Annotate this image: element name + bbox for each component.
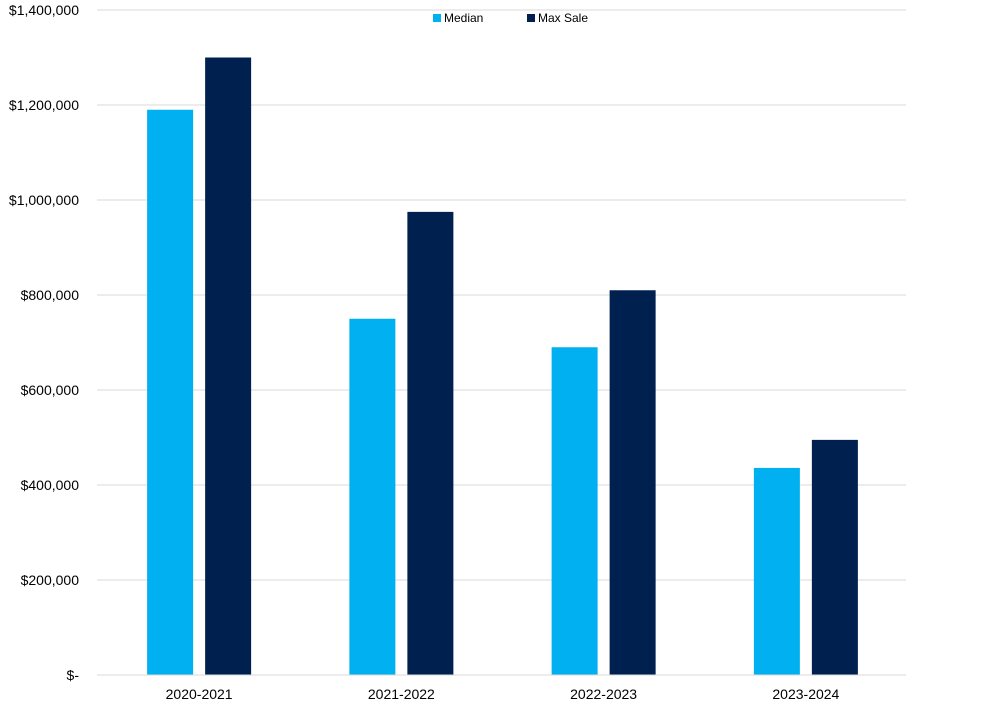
y-tick-label: $800,000 — [21, 287, 80, 303]
legend-swatch-median — [433, 14, 441, 22]
bar-max-sale — [205, 57, 252, 675]
bar-median — [349, 318, 396, 675]
x-category-label: 2020-2021 — [166, 686, 233, 702]
x-category-label: 2021-2022 — [368, 686, 435, 702]
bar-median — [551, 347, 598, 675]
y-tick-label: $400,000 — [21, 477, 80, 493]
legend-swatch-max-sale — [527, 14, 535, 22]
bar-max-sale — [811, 439, 858, 675]
x-category-label: 2023-2024 — [772, 686, 839, 702]
y-tick-label: $600,000 — [21, 382, 80, 398]
bar-max-sale — [407, 211, 454, 675]
x-axis-category-labels: 2020-2021 2021-2022 2022-2023 2023-2024 — [166, 686, 840, 702]
legend: Median Max Sale — [433, 11, 588, 25]
y-tick-label: $1,400,000 — [9, 2, 79, 18]
bar-max-sale — [609, 290, 656, 675]
legend-label: Max Sale — [538, 11, 588, 25]
y-tick-label: $1,000,000 — [9, 192, 79, 208]
bar-median — [147, 109, 194, 675]
y-tick-label: $- — [67, 667, 80, 683]
x-category-label: 2022-2023 — [570, 686, 637, 702]
bar-median — [753, 467, 800, 675]
y-tick-label: $200,000 — [21, 572, 80, 588]
y-tick-label: $1,200,000 — [9, 97, 79, 113]
y-axis-tick-labels: $- $200,000 $400,000 $600,000 $800,000 $1,000… — [9, 2, 79, 683]
bars — [147, 57, 858, 675]
legend-label: Median — [444, 11, 483, 25]
